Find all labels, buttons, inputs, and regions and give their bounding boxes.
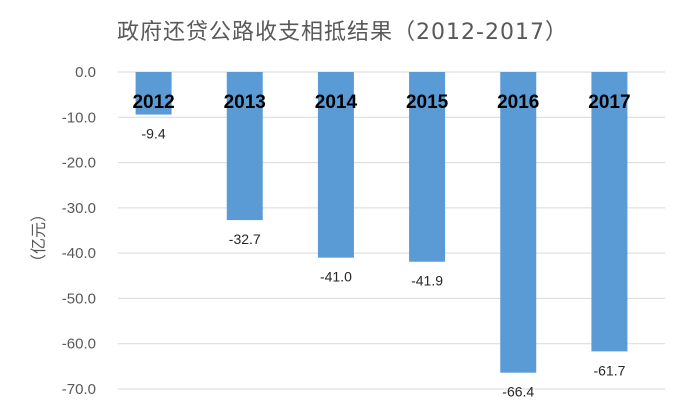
- y-axis-label: （亿元）: [29, 206, 48, 270]
- bar-2017: [591, 72, 628, 352]
- gridlines: [118, 71, 665, 390]
- bar-2012: [135, 72, 172, 115]
- data-label: -66.4: [502, 384, 534, 400]
- chart-title: 政府还贷公路收支相抵结果（2012-2017）: [117, 20, 568, 45]
- bar-2016: [500, 72, 537, 373]
- category-label: 2013: [224, 92, 266, 113]
- y-tick-label: -40.0: [62, 245, 96, 262]
- y-tick-label: -50.0: [62, 290, 96, 307]
- bars: [135, 72, 628, 373]
- bar-2013: [226, 72, 263, 221]
- y-tick-label: -10.0: [62, 109, 96, 126]
- bar-2015: [409, 72, 446, 262]
- data-label: -41.0: [320, 269, 352, 285]
- category-label: 2016: [497, 92, 539, 113]
- category-label: 2014: [315, 92, 358, 113]
- category-label: 2017: [588, 92, 630, 113]
- category-label: 2015: [406, 92, 449, 113]
- data-label: -9.4: [142, 126, 166, 142]
- y-tick-label: -20.0: [62, 155, 96, 172]
- y-tick-label: -60.0: [62, 336, 96, 353]
- data-label: -32.7: [229, 231, 261, 247]
- bar-2014: [317, 72, 354, 258]
- y-tick-label: 0.0: [75, 64, 96, 81]
- data-label: -61.7: [593, 362, 625, 378]
- y-tick-label: -70.0: [62, 381, 96, 398]
- y-tick-label: -30.0: [62, 200, 96, 217]
- labels: 0.0 -10.0 -20.0 -30.0 -40.0 -50.0 -60.0 -70.0 20…: [62, 64, 631, 400]
- category-label: 2012: [132, 92, 174, 113]
- data-label: -41.9: [411, 273, 443, 289]
